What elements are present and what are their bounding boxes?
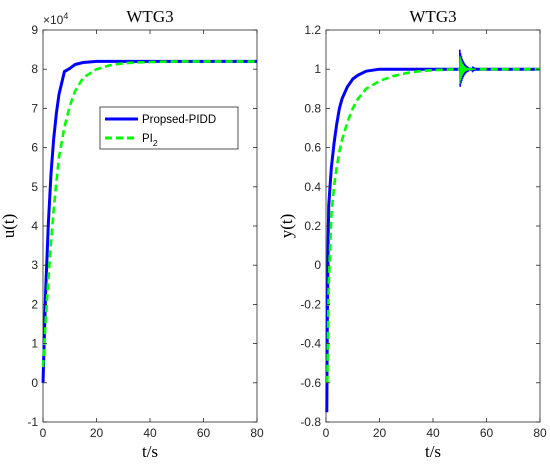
u-ytick-label: -1 [27,415,38,429]
y-ytick-label: 0.8 [304,101,321,115]
y-plot-title: WTG3 [409,7,456,26]
y-plot-ylabel: y(t) [277,214,296,239]
y-series-group [325,49,540,413]
u-ytick-label: 2 [31,297,38,311]
y-xtick-label: 40 [426,426,440,440]
u-ytick-label: 9 [31,23,38,37]
u-xtick-label: 20 [90,426,104,440]
u-ytick-label: 0 [31,376,38,390]
u-ytick-label: 4 [31,219,38,233]
u-series-group [41,59,257,383]
y-ytick-label: 0 [314,258,321,272]
y-xtick-label: 80 [533,426,547,440]
legend-box [99,106,239,150]
legend-label-pi-sub: 2 [153,138,158,148]
u-exponent-label: ×104 [43,11,68,27]
y-ytick-label: -0.2 [300,297,321,311]
u-series-pi-line [41,60,257,368]
y-ytick-label: 0.4 [304,180,321,194]
u-plot-xlabel: t/s [142,442,158,461]
y-ytick-label: 1 [314,62,321,76]
y-xtick-label: 20 [373,426,387,440]
u-plot-title: WTG3 [126,7,173,26]
y-series-pi-line [326,67,540,383]
legend-label-pidd: Propsed-PIDD [142,114,216,126]
u-exponent-power: 4 [63,11,68,21]
legend: Propsed-PIDD PI2 [99,106,239,150]
u-xtick-label: 40 [143,426,157,440]
y-xtick-label: 0 [323,426,330,440]
legend-label-pi-main: PI [142,133,153,145]
u-xtick-label: 80 [250,426,264,440]
u-ytick-label: 6 [31,141,38,155]
u-ytick-label: 8 [31,62,38,76]
y-ytick-label: -0.4 [300,337,321,351]
y-axis-ticks: 0 20 40 60 80 -0.8 -0.6 -0.4 -0.2 0 0.2 0.4 0.6 0.8 1 1… [300,23,547,440]
u-ytick-label: 7 [31,101,38,115]
y-oscillation-pi [459,56,477,84]
y-ytick-label: 0.6 [304,141,321,155]
u-xtick-label: 60 [197,426,211,440]
y-plot: 0 20 40 60 80 -0.8 -0.6 -0.4 -0.2 0 0.2 0.4 0.6 0.8 1 1… [277,7,547,461]
u-ytick-label: 3 [31,258,38,272]
u-exponent-base: ×10 [43,13,64,27]
legend-label-pi: PI2 [142,133,158,148]
y-xtick-label: 60 [480,426,494,440]
y-ytick-label: 1.2 [304,23,321,37]
y-ytick-label: -0.6 [300,376,321,390]
y-ytick-label: -0.8 [300,415,321,429]
y-plot-xlabel: t/s [425,442,441,461]
u-plot-ylabel: u(t) [0,214,18,239]
y-ytick-label: 0.2 [304,219,321,233]
u-ytick-label: 1 [31,337,38,351]
u-xtick-label: 0 [40,426,47,440]
u-ytick-label: 5 [31,180,38,194]
